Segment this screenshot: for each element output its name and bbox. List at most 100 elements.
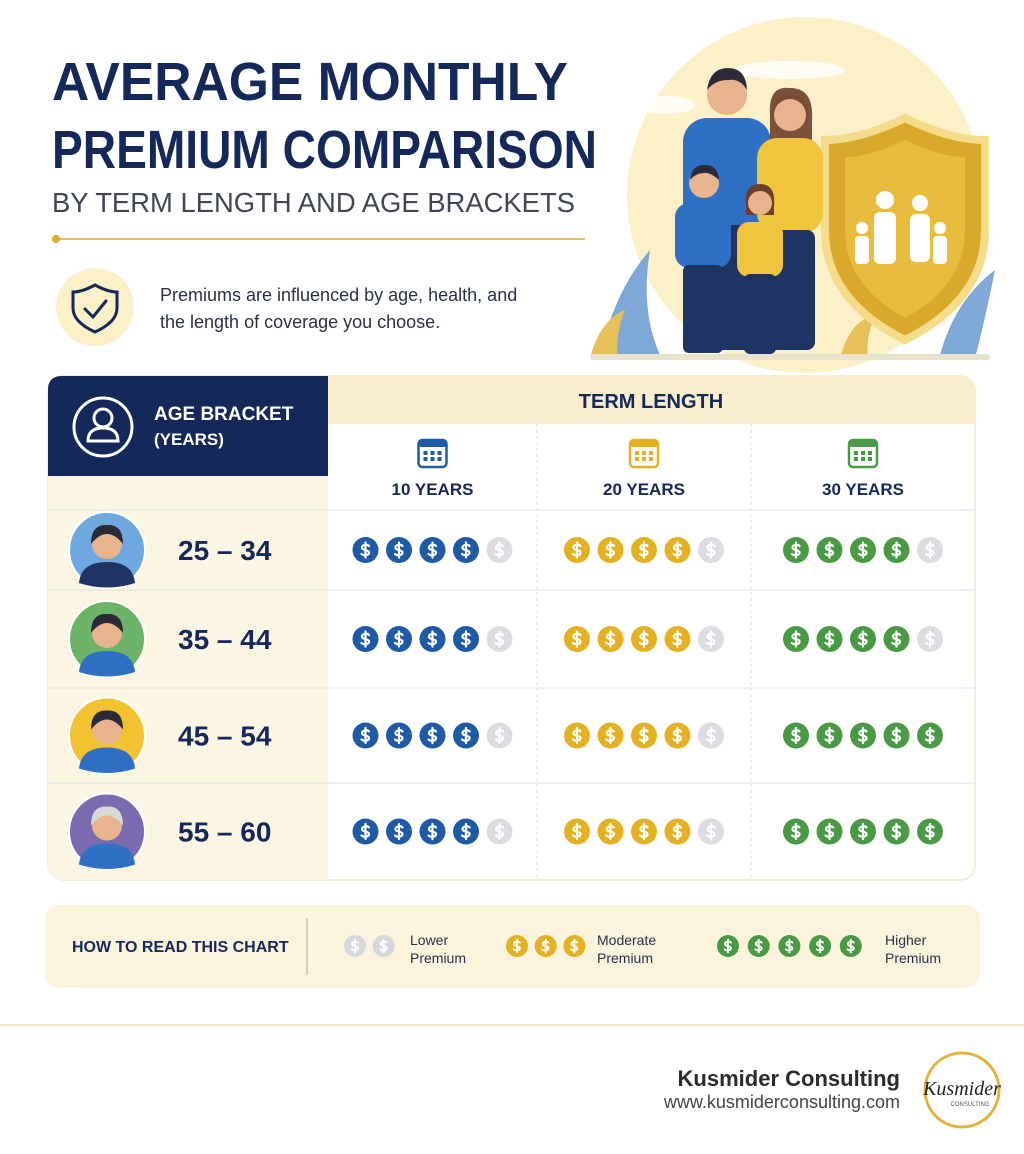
coin-symbol — [427, 822, 438, 841]
calendar-cell — [635, 457, 639, 461]
coin-symbol — [824, 822, 835, 841]
empty-coin — [698, 818, 724, 845]
coin-symbol — [705, 822, 716, 841]
age-label: 55 – 60 — [178, 817, 271, 848]
premium-coin — [352, 722, 379, 749]
coin-symbol — [824, 630, 835, 648]
avatar-body — [79, 843, 135, 869]
premium-coin — [783, 818, 809, 845]
coin-symbol — [360, 630, 371, 648]
coin-symbol — [350, 938, 359, 954]
legend-coin — [839, 935, 862, 957]
calendar-cell — [649, 451, 653, 455]
coin-symbol — [570, 938, 579, 954]
logo-subtext: CONSULTING — [951, 1102, 990, 1108]
logo-text: Kusmider — [922, 1078, 1001, 1100]
coin-symbol — [360, 726, 371, 745]
coin-symbol — [705, 630, 716, 648]
premium-coin — [386, 537, 412, 563]
premium-coin — [352, 626, 379, 652]
coin-symbol — [571, 541, 582, 559]
coin-symbol — [605, 822, 616, 841]
calendar-cell — [430, 457, 435, 461]
coin-symbol — [571, 822, 582, 841]
coin-symbol — [460, 541, 471, 559]
coin-symbol — [460, 630, 471, 648]
coin-symbol — [824, 726, 835, 745]
corner-header: AGE BRACKET — [154, 404, 294, 425]
coin-symbol — [427, 541, 438, 559]
coin-symbol — [857, 822, 868, 841]
coin-symbol — [393, 630, 404, 648]
premium-coin — [453, 626, 479, 652]
coin-symbol — [924, 541, 935, 559]
premium-coin — [850, 537, 876, 563]
avatar-face — [92, 714, 122, 745]
age-label: 25 – 34 — [178, 535, 272, 566]
coin-symbol — [605, 541, 616, 559]
age-label: 35 – 44 — [178, 624, 272, 655]
coin-symbol — [857, 726, 868, 745]
coin-symbol — [571, 630, 582, 648]
legend-coin — [534, 935, 557, 957]
premium-coin — [597, 537, 624, 563]
legend-coin — [809, 935, 832, 957]
avatar-face — [92, 529, 122, 559]
calendar-bar — [418, 440, 447, 447]
coin-symbol — [393, 726, 404, 745]
premium-coin — [816, 626, 843, 652]
calendar-cell — [423, 451, 428, 455]
empty-coin — [486, 818, 513, 845]
premium-coin — [453, 537, 479, 563]
coin-symbol — [785, 938, 794, 954]
calendar-bar — [849, 440, 877, 447]
coin-symbol — [494, 822, 505, 841]
coin-symbol — [815, 938, 824, 954]
premium-coin — [664, 537, 691, 563]
coin-symbol — [541, 938, 550, 954]
coin-symbol — [924, 726, 935, 745]
premium-coin — [352, 537, 379, 563]
coin-symbol — [705, 541, 716, 559]
coin-symbol — [891, 630, 902, 648]
avatar-face — [92, 810, 122, 841]
logo: Kusmider CONSULTING — [922, 1051, 1001, 1129]
coin-symbol — [924, 822, 935, 841]
premium-coin — [597, 626, 624, 652]
empty-coin — [486, 722, 513, 749]
coin-symbol — [460, 822, 471, 841]
premium-coin — [816, 722, 843, 749]
company-name: Kusmider Consulting — [678, 1066, 900, 1091]
coin-symbol — [494, 541, 505, 559]
company-url: www.kusmiderconsulting.com — [663, 1092, 900, 1112]
empty-coin — [917, 626, 943, 652]
premium-coin — [816, 818, 843, 845]
legend-title: HOW TO READ THIS CHART — [72, 939, 289, 956]
column-header: 10 YEARS — [392, 480, 474, 499]
calendar-cell — [437, 451, 442, 455]
calendar-cell — [861, 457, 865, 461]
legend-label: Higher Premium — [885, 932, 942, 966]
premium-coin — [917, 722, 943, 749]
avatar-body — [79, 747, 135, 773]
coin-symbol — [605, 630, 616, 648]
calendar-cell — [861, 451, 865, 455]
avatar-hair — [91, 806, 123, 826]
coin-symbol — [723, 938, 732, 954]
coin-symbol — [672, 726, 683, 745]
coin-symbol — [672, 541, 683, 559]
calendar-cell — [649, 457, 653, 461]
premium-coin — [783, 722, 809, 749]
premium-coin — [453, 818, 479, 845]
coin-symbol — [512, 938, 521, 954]
legend-label: Lower Premium — [410, 932, 467, 966]
legend-coin — [778, 935, 801, 957]
avatar-face — [92, 618, 122, 648]
coin-symbol — [638, 822, 649, 841]
premium-coin — [783, 626, 809, 652]
coin-symbol — [891, 822, 902, 841]
empty-coin — [486, 626, 513, 652]
premium-coin — [631, 626, 657, 652]
coin-symbol — [360, 541, 371, 559]
coin-symbol — [427, 726, 438, 745]
